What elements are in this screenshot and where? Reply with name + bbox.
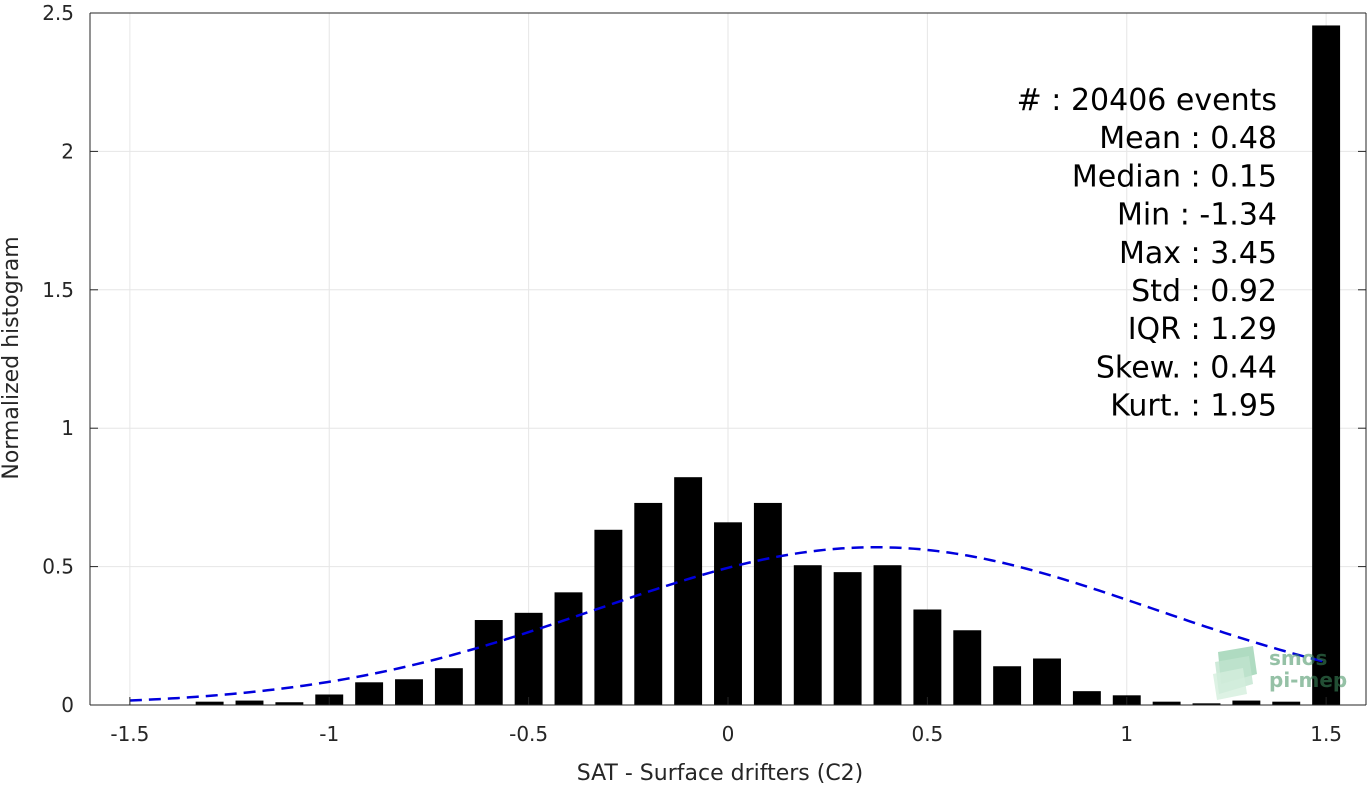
histogram-bar [1192, 703, 1221, 705]
logo-waves-icon [1213, 646, 1257, 700]
y-tick-label: 1 [61, 416, 74, 440]
x-axis-label: SAT - Surface drifters (C2) [577, 761, 864, 785]
histogram-bar [594, 529, 623, 705]
histogram-bar [913, 609, 942, 705]
bars-group [195, 25, 1341, 706]
y-tick-label: 0.5 [42, 555, 74, 579]
histogram-bar [474, 620, 503, 705]
histogram-bar [395, 679, 423, 705]
x-tick-label: 1.5 [1310, 722, 1342, 746]
statistics-line: Std : 0.92 [1131, 274, 1277, 309]
statistics-line: Mean : 0.48 [1099, 121, 1277, 156]
y-axis-label: Normalized histogram [0, 236, 24, 479]
histogram-bar [953, 630, 982, 705]
statistics-line: Kurt. : 1.95 [1110, 389, 1277, 424]
histogram-bar [195, 701, 224, 705]
histogram-bar [1152, 701, 1181, 705]
logo-text-line2: pi-mep [1269, 668, 1348, 692]
histogram-bar [1272, 701, 1301, 705]
histogram-bar [1312, 25, 1341, 706]
y-tick-labels: 0 0.5 1 1.5 2 2.5 [42, 1, 74, 717]
y-tick-label: 1.5 [42, 278, 74, 302]
histogram-bar [514, 612, 543, 705]
histogram-bar [434, 668, 463, 705]
smos-pimep-logo: smos pi-mep [1213, 644, 1353, 700]
histogram-bar [1033, 658, 1061, 705]
histogram-bar [554, 592, 583, 705]
x-tick-label: 1 [1120, 722, 1133, 746]
y-tick-label: 2 [61, 139, 74, 163]
histogram-bar [873, 565, 902, 705]
gaussian-fit-curve [129, 545, 1327, 702]
histogram-bar [634, 502, 663, 705]
histogram-bar [235, 700, 264, 705]
statistics-line: Max : 3.45 [1119, 236, 1277, 271]
histogram-bar [753, 502, 782, 705]
histogram-bar [993, 666, 1022, 705]
statistics-line: Skew. : 0.44 [1096, 350, 1277, 385]
histogram-bar [793, 565, 822, 705]
statistics-line: IQR : 1.29 [1128, 312, 1277, 347]
x-tick-label: -0.5 [509, 722, 548, 746]
histogram-bar [275, 702, 304, 705]
histogram-bar [1232, 700, 1261, 705]
logo-text-line1: smos [1269, 646, 1328, 670]
y-tick-label: 0 [61, 693, 74, 717]
axes-group [89, 12, 1367, 706]
histogram-bar [355, 682, 384, 705]
statistics-line: # : 20406 events [1017, 83, 1277, 118]
y-tick-label: 2.5 [42, 1, 74, 25]
histogram-bar [833, 572, 862, 705]
statistics-line: Median : 0.15 [1072, 159, 1277, 194]
x-tick-label: 0 [722, 722, 735, 746]
x-tick-label: 0.5 [911, 722, 943, 746]
x-tick-label: -1 [319, 722, 339, 746]
gaussian-fit-group [129, 545, 1327, 702]
x-tick-label: -1.5 [110, 722, 149, 746]
histogram-bar [674, 477, 703, 705]
statistics-line: Min : -1.34 [1117, 198, 1277, 233]
histogram-bar [714, 522, 742, 705]
x-tick-labels: -1.5 -1 -0.5 0 0.5 1 1.5 [110, 722, 1342, 746]
histogram-bar [1072, 691, 1101, 705]
